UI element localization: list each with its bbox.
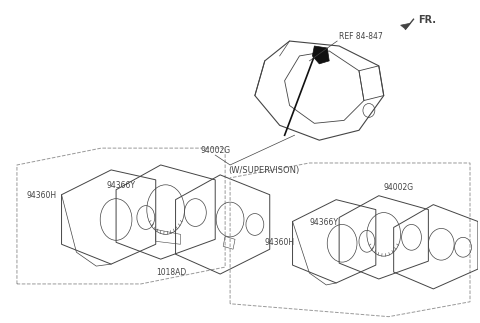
Text: 94360H: 94360H [27,191,57,200]
Text: REF 84-847: REF 84-847 [339,32,383,41]
Text: 94360H: 94360H [265,238,295,247]
Polygon shape [401,23,410,29]
Text: 94002G: 94002G [200,146,230,155]
Text: 1018AD: 1018AD [156,268,186,277]
Text: FR.: FR. [419,15,436,25]
Polygon shape [312,46,329,64]
Text: 94366Y: 94366Y [310,218,338,227]
Text: (W/SUPERVISON): (W/SUPERVISON) [228,166,300,175]
Text: 94366Y: 94366Y [106,181,135,190]
Text: 94002G: 94002G [384,183,414,192]
